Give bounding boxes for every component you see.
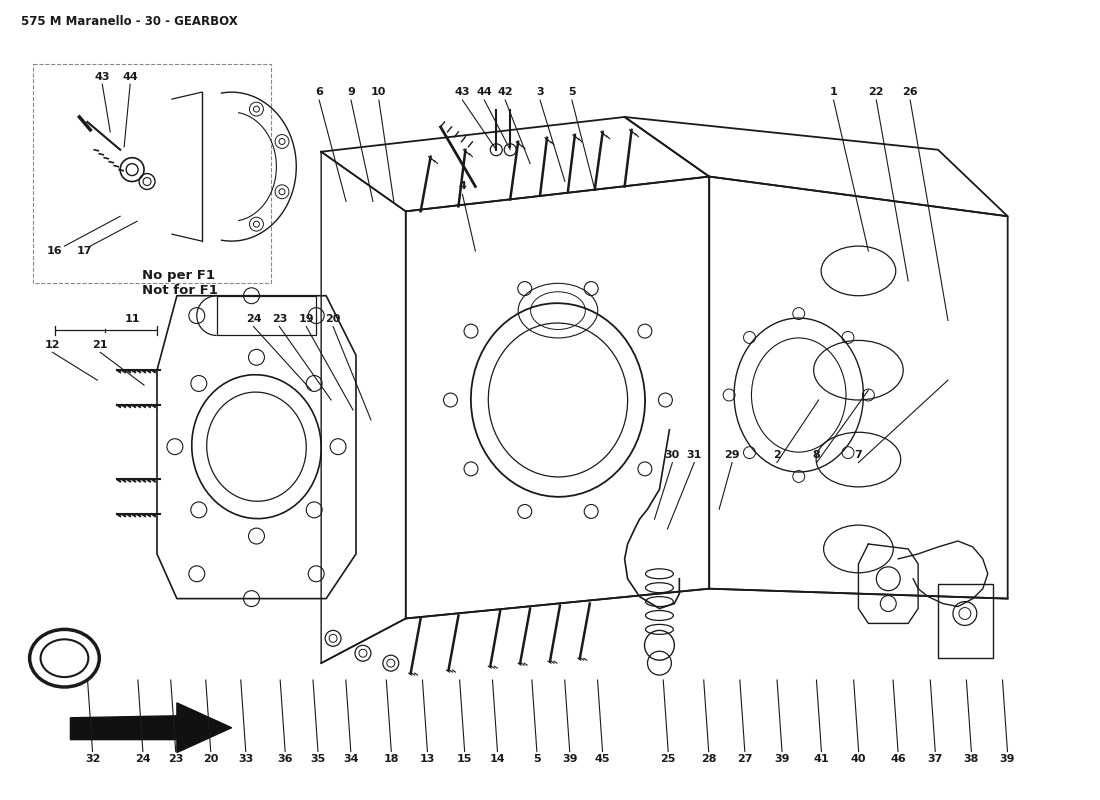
Text: 3: 3 bbox=[536, 87, 543, 97]
Text: 10: 10 bbox=[371, 87, 386, 97]
Text: 16: 16 bbox=[46, 246, 63, 256]
Text: 2: 2 bbox=[773, 450, 781, 460]
Bar bbox=[33, 64, 272, 283]
Text: 45: 45 bbox=[595, 754, 610, 765]
Text: 575 M Maranello - 30 - GEARBOX: 575 M Maranello - 30 - GEARBOX bbox=[21, 14, 238, 28]
Text: 30: 30 bbox=[664, 450, 680, 460]
Text: 21: 21 bbox=[92, 340, 108, 350]
Text: 34: 34 bbox=[343, 754, 359, 765]
Text: 5: 5 bbox=[568, 87, 575, 97]
Text: 8: 8 bbox=[813, 450, 821, 460]
Text: 40: 40 bbox=[851, 754, 867, 765]
Text: 12: 12 bbox=[45, 340, 60, 350]
Text: 25: 25 bbox=[660, 754, 675, 765]
Text: 39: 39 bbox=[1000, 754, 1015, 765]
Text: 7: 7 bbox=[855, 450, 862, 460]
Text: 29: 29 bbox=[724, 450, 740, 460]
Text: 23: 23 bbox=[272, 314, 287, 323]
Text: 17: 17 bbox=[77, 246, 92, 256]
Text: 20: 20 bbox=[204, 754, 219, 765]
Text: 28: 28 bbox=[701, 754, 716, 765]
Text: 44: 44 bbox=[476, 87, 492, 97]
Text: 31: 31 bbox=[686, 450, 702, 460]
Text: 42: 42 bbox=[497, 87, 513, 97]
Text: 20: 20 bbox=[326, 314, 341, 323]
Text: 18: 18 bbox=[384, 754, 399, 765]
Text: 26: 26 bbox=[902, 87, 918, 97]
Text: 1: 1 bbox=[829, 87, 837, 97]
Text: 13: 13 bbox=[420, 754, 436, 765]
Bar bbox=[217, 296, 316, 335]
Text: 14: 14 bbox=[490, 754, 505, 765]
Text: 43: 43 bbox=[95, 72, 110, 82]
Text: 41: 41 bbox=[814, 754, 829, 765]
Bar bbox=[938, 584, 993, 658]
Text: 24: 24 bbox=[245, 314, 262, 323]
Text: 38: 38 bbox=[964, 754, 979, 765]
Text: 36: 36 bbox=[277, 754, 293, 765]
Text: 39: 39 bbox=[562, 754, 578, 765]
Text: 27: 27 bbox=[737, 754, 752, 765]
Text: 32: 32 bbox=[85, 754, 100, 765]
Text: 5: 5 bbox=[534, 754, 541, 765]
Text: 23: 23 bbox=[168, 754, 184, 765]
Text: 22: 22 bbox=[869, 87, 884, 97]
Text: No per F1
Not for F1: No per F1 Not for F1 bbox=[142, 269, 218, 297]
Text: 35: 35 bbox=[310, 754, 326, 765]
Text: 24: 24 bbox=[135, 754, 151, 765]
Text: 6: 6 bbox=[316, 87, 323, 97]
Text: 46: 46 bbox=[890, 754, 906, 765]
Text: 4: 4 bbox=[459, 182, 466, 191]
Text: 44: 44 bbox=[122, 72, 138, 82]
Text: 19: 19 bbox=[298, 314, 314, 323]
Polygon shape bbox=[70, 703, 232, 753]
Text: 37: 37 bbox=[927, 754, 943, 765]
Text: 15: 15 bbox=[456, 754, 472, 765]
Text: 39: 39 bbox=[774, 754, 790, 765]
Text: 11: 11 bbox=[124, 314, 140, 323]
Text: 33: 33 bbox=[238, 754, 253, 765]
Text: 9: 9 bbox=[348, 87, 355, 97]
Text: 43: 43 bbox=[454, 87, 470, 97]
